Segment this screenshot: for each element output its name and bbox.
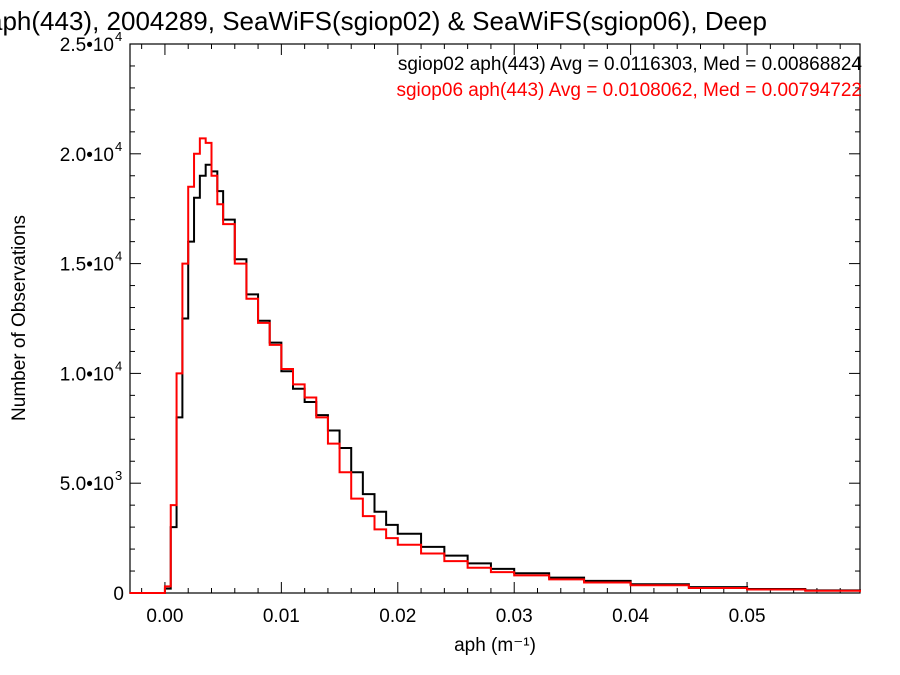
series-layer: [129, 137, 861, 594]
data-point-sgiop06: [268, 344, 271, 346]
data-point-sgiop06: [257, 322, 259, 324]
data-point-sgiop02: [193, 196, 195, 199]
data-point-sgiop06: [315, 416, 318, 419]
data-point-sgiop06: [583, 581, 585, 584]
x-tick-label: 0.04: [612, 606, 649, 627]
x-tick-label: 0.00: [146, 606, 183, 627]
data-point-sgiop02: [303, 401, 306, 403]
series-line-sgiop02: [130, 163, 861, 594]
x-axis-ticks: 0.00 0.01 0.02 0.03 0.04 0.05: [141, 44, 841, 627]
data-point-sgiop02: [373, 510, 376, 513]
y-tick-label: 0: [113, 584, 124, 605]
data-point-sgiop06: [420, 552, 422, 555]
y-tick-exponent: 4: [115, 29, 122, 44]
data-point-sgiop06: [490, 571, 492, 573]
series-line-sgiop06: [130, 137, 861, 594]
data-point-sgiop06: [629, 584, 632, 587]
data-point-sgiop06: [746, 588, 748, 591]
y-tick-label: 1.0•10: [60, 364, 114, 385]
data-point-sgiop06: [204, 142, 207, 144]
x-tick-label: 0.01: [263, 606, 300, 627]
data-point-sgiop06: [216, 203, 219, 206]
data-point-sgiop06: [199, 137, 201, 140]
plot-frame: [129, 43, 861, 594]
data-point-sgiop06: [164, 585, 166, 588]
data-point-sgiop06: [303, 396, 306, 399]
data-point-sgiop06: [362, 515, 364, 517]
y-tick-label: 2.5•10: [60, 35, 114, 56]
data-point-sgiop06: [233, 262, 236, 265]
data-point-sgiop06: [280, 368, 283, 370]
y-tick-exponent: 3: [115, 468, 122, 483]
data-point-sgiop02: [280, 370, 283, 373]
y-tick-exponent: 4: [115, 139, 122, 154]
y-tick-exponent: 4: [115, 249, 122, 264]
data-point-sgiop06: [129, 592, 131, 594]
data-point-sgiop02: [362, 493, 364, 495]
data-point-sgiop06: [169, 504, 172, 506]
data-point-sgiop06: [210, 174, 213, 177]
x-tick-label: 0.05: [729, 606, 766, 627]
data-point-sgiop06: [396, 543, 399, 546]
data-point-sgiop06: [181, 262, 184, 265]
data-point-sgiop06: [443, 560, 446, 562]
y-tick-label: 1.5•10: [60, 255, 114, 276]
data-point-sgiop06: [804, 590, 807, 592]
data-point-sgiop06: [548, 578, 550, 581]
data-point-sgiop06: [373, 528, 376, 531]
y-axis-ticks: 05.0•10 31.0•10 41.5•10 42.0•10 42.5•10 4: [60, 29, 860, 605]
y-tick-label: 5.0•10: [60, 474, 114, 495]
y-tick-exponent: 4: [115, 358, 122, 373]
data-point-sgiop02: [385, 524, 387, 526]
data-point-sgiop06: [338, 471, 341, 474]
data-point-sgiop02: [292, 387, 294, 390]
data-point-sgiop02: [199, 174, 201, 177]
data-point-sgiop06: [466, 566, 469, 569]
legend-entry-sgiop06: sgiop06 aph(443) Avg = 0.0108062, Med = …: [396, 80, 862, 101]
data-point-sgiop02: [396, 532, 399, 535]
data-point-sgiop06: [187, 185, 190, 188]
data-point-sgiop06: [175, 372, 178, 375]
chart-title: aph(443), 2004289, SeaWiFS(sgiop02) & Se…: [0, 6, 767, 36]
legend-entry-sgiop02: sgiop02 aph(443) Avg = 0.0116303, Med = …: [398, 54, 863, 75]
data-point-sgiop06: [222, 223, 224, 225]
data-point-sgiop02: [204, 163, 207, 166]
data-point-sgiop06: [385, 537, 387, 539]
data-point-sgiop06: [688, 587, 690, 589]
x-tick-label: 0.02: [379, 606, 416, 627]
data-point-sgiop06: [245, 297, 248, 300]
x-tick-label: 0.03: [496, 606, 533, 627]
data-point-sgiop06: [859, 590, 861, 593]
data-point-sgiop06: [350, 497, 353, 500]
data-point-sgiop06: [327, 442, 329, 445]
data-point-sgiop06: [513, 574, 516, 577]
y-axis-label: Number of Observations: [9, 215, 30, 421]
y-tick-label: 2.0•10: [60, 145, 114, 166]
data-point-sgiop06: [292, 383, 294, 386]
data-point-sgiop06: [193, 153, 195, 155]
x-axis-label: aph (m⁻¹): [454, 635, 536, 656]
legend: sgiop02 aph(443) Avg = 0.0116303, Med = …: [396, 54, 862, 101]
